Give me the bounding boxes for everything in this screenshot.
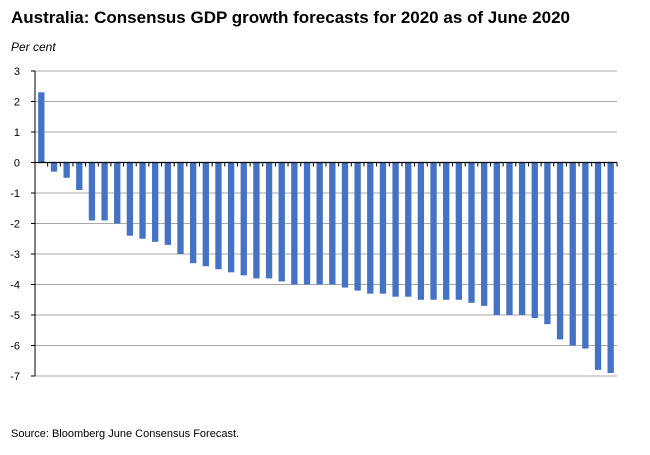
- bar: [354, 162, 361, 291]
- bar: [240, 162, 247, 276]
- bar: [468, 162, 475, 303]
- bar: [443, 162, 450, 300]
- bar: [164, 162, 172, 245]
- bar: [76, 162, 83, 190]
- y-tick-label: -2: [10, 219, 20, 231]
- bar: [329, 162, 336, 285]
- bar-series: [38, 92, 614, 373]
- bar: [202, 162, 209, 267]
- bar: [50, 162, 58, 172]
- bar: [316, 162, 323, 285]
- y-tick-label: -1: [10, 188, 20, 200]
- y-tick-labels: 3 2 1 0 -1 -2 -3 -4 -5 -6 -7: [10, 66, 20, 383]
- bar: [405, 162, 412, 297]
- bar: [303, 162, 311, 285]
- source-note: Source: Bloomberg June Consensus Forecas…: [11, 428, 240, 440]
- y-tick-label: 3: [14, 66, 20, 78]
- bar: [341, 162, 349, 288]
- bar: [379, 162, 387, 294]
- bar: [38, 92, 45, 163]
- bar: [518, 162, 526, 315]
- bar: [455, 162, 463, 300]
- bar: [139, 162, 146, 239]
- bar: [607, 162, 614, 373]
- bar: [189, 162, 197, 264]
- axes: [31, 70, 618, 377]
- bar: [101, 162, 108, 221]
- bar: [291, 162, 298, 285]
- chart-title: Australia: Consensus GDP growth forecast…: [11, 8, 570, 27]
- bar: [88, 162, 96, 221]
- bar: [126, 162, 134, 236]
- y-tick-label: -3: [10, 249, 20, 261]
- bar: [569, 162, 576, 346]
- y-tick-label: 0: [14, 158, 20, 170]
- bar: [544, 162, 551, 325]
- bar: [177, 162, 184, 254]
- y-tick-label: -4: [10, 280, 20, 292]
- y-tick-label: 2: [14, 97, 20, 109]
- y-axis-unit-label: Per cent: [11, 40, 56, 54]
- bar: [417, 162, 425, 300]
- bar: [392, 162, 399, 297]
- bar: [582, 162, 589, 349]
- bar: [430, 162, 437, 300]
- bar: [63, 162, 70, 178]
- bar: [594, 162, 602, 370]
- gridlines: [35, 70, 617, 377]
- bar: [367, 162, 374, 294]
- bar: [493, 162, 500, 315]
- bar: [278, 162, 285, 282]
- bar: [556, 162, 564, 340]
- y-tick-label: -6: [10, 341, 20, 353]
- bar: [531, 162, 538, 319]
- y-tick-label: -7: [10, 371, 20, 383]
- bar: [152, 162, 159, 242]
- bar: [227, 162, 235, 273]
- bar: [265, 162, 273, 279]
- y-tick-label: 1: [14, 127, 20, 139]
- y-tick-label: -5: [10, 310, 20, 322]
- bar: [215, 162, 222, 270]
- bar: [480, 162, 488, 306]
- bar: [114, 162, 121, 224]
- bar: [506, 162, 513, 315]
- bar: [253, 162, 260, 279]
